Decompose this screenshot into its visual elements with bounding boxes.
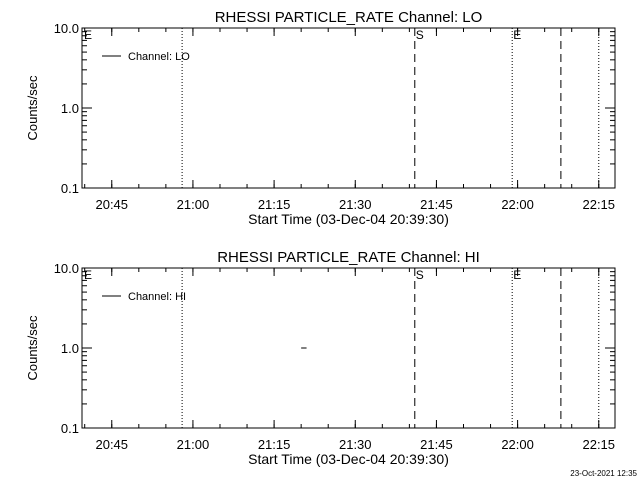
- x-tick-label: 21:30: [339, 197, 372, 212]
- x-axis-label: Start Time (03-Dec-04 20:39:30): [248, 451, 449, 467]
- x-tick-label: 21:15: [258, 197, 291, 212]
- x-tick-label: 22:00: [501, 197, 534, 212]
- x-tick-label: 21:00: [177, 197, 210, 212]
- legend-entry: Channel: LO: [128, 51, 190, 63]
- event-marker-label: E: [513, 268, 521, 282]
- event-marker-label: E: [513, 28, 521, 42]
- event-marker-label: S: [416, 28, 424, 42]
- x-tick-label: 21:45: [420, 437, 453, 452]
- x-tick-label: 21:15: [258, 437, 291, 452]
- y-tick-label: 0.1: [61, 421, 79, 436]
- x-axis-label: Start Time (03-Dec-04 20:39:30): [248, 211, 449, 227]
- x-tick-label: 21:00: [177, 437, 210, 452]
- footer-timestamp: 23-Oct-2021 12:35: [570, 469, 637, 478]
- x-tick-label: 21:45: [420, 197, 453, 212]
- event-marker-label: S: [416, 268, 424, 282]
- event-marker-label: E: [84, 28, 92, 42]
- y-tick-label: 0.1: [61, 181, 79, 196]
- x-tick-label: 21:30: [339, 437, 372, 452]
- x-tick-label: 22:00: [501, 437, 534, 452]
- y-tick-label: 10.0: [54, 21, 79, 36]
- y-axis-label: Counts/sec: [25, 75, 40, 141]
- y-tick-label: 10.0: [54, 261, 79, 276]
- x-tick-label: 22:15: [582, 197, 615, 212]
- x-tick-label: 20:45: [95, 197, 128, 212]
- event-marker-label: E: [84, 268, 92, 282]
- y-axis-label: Counts/sec: [25, 315, 40, 381]
- y-tick-label: 1.0: [61, 101, 79, 116]
- legend-entry: Channel: HI: [128, 291, 186, 303]
- chart-title: RHESSI PARTICLE_RATE Channel: LO: [215, 9, 483, 26]
- y-tick-label: 1.0: [61, 341, 79, 356]
- x-tick-label: 20:45: [95, 437, 128, 452]
- chart-title: RHESSI PARTICLE_RATE Channel: HI: [217, 249, 480, 266]
- x-tick-label: 22:15: [582, 437, 615, 452]
